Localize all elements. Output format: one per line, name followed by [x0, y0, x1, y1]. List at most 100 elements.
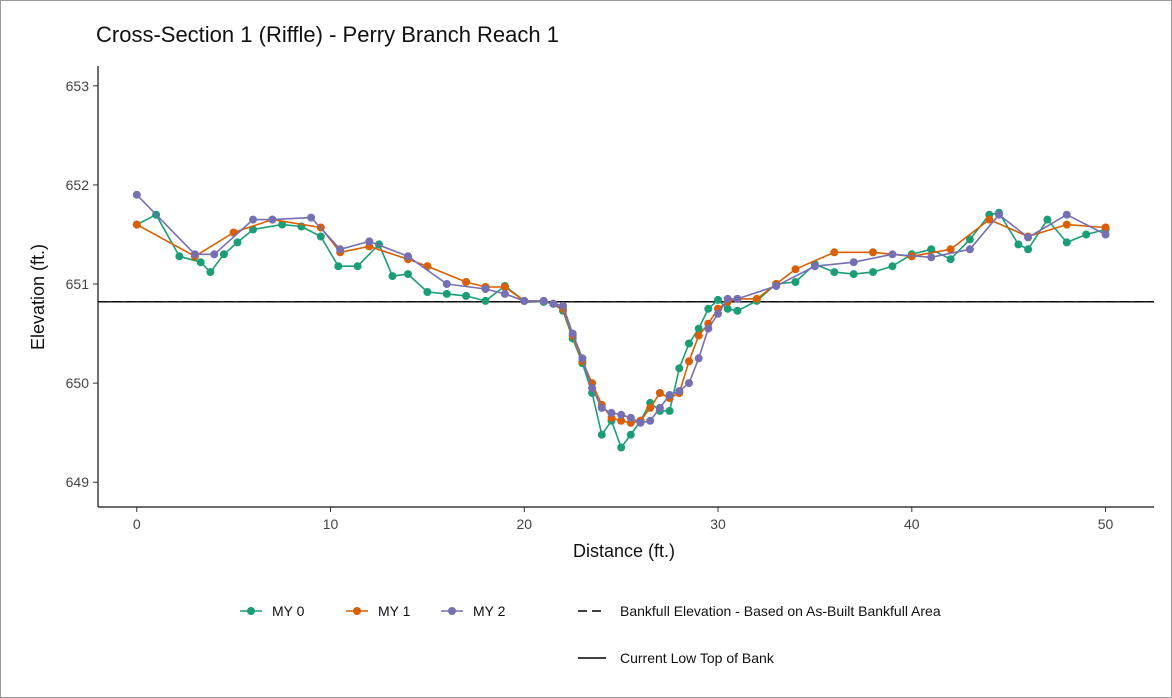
data-point-my0	[1082, 230, 1091, 239]
data-point-my0	[791, 278, 800, 286]
data-point-my0	[694, 324, 703, 333]
data-point-my0	[685, 339, 693, 348]
data-point-my2	[927, 253, 936, 262]
data-point-my0	[423, 288, 432, 296]
data-point-my1	[830, 248, 839, 257]
data-point-my1	[655, 389, 664, 397]
data-point-my0	[1014, 240, 1023, 249]
data-point-my2	[210, 250, 219, 259]
data-point-my2	[694, 354, 703, 363]
data-point-my0	[733, 306, 742, 315]
legend-label-bankfull: Bankfull Elevation - Based on As-Built B…	[620, 603, 941, 619]
data-point-my2	[1062, 210, 1071, 219]
data-point-my0	[1024, 245, 1033, 254]
data-point-my2	[626, 413, 635, 422]
data-point-my1	[685, 357, 693, 366]
data-point-my1	[869, 248, 877, 257]
data-point-my2	[733, 294, 742, 303]
data-point-my1	[646, 403, 655, 412]
data-point-my0	[714, 295, 722, 304]
series-line-my2	[136, 194, 1106, 424]
data-point-my0	[723, 304, 732, 313]
data-point-my0	[869, 268, 877, 277]
data-point-my0	[965, 235, 974, 244]
chart-title: Cross-Section 1 (Riffle) - Perry Branch …	[96, 22, 559, 47]
data-point-my0	[442, 289, 451, 298]
legend-marker-my2	[448, 607, 456, 615]
data-point-my2	[559, 301, 567, 310]
data-point-my1	[1062, 220, 1071, 229]
x-tick-label: 0	[133, 516, 141, 532]
data-point-my0	[1043, 215, 1052, 224]
data-point-my0	[597, 430, 606, 439]
y-tick-label: 652	[66, 177, 90, 193]
data-point-my1	[462, 278, 471, 286]
legend-label-my2: MY 2	[473, 603, 506, 619]
data-point-my2	[578, 354, 587, 363]
data-point-my0	[278, 220, 287, 229]
data-point-my1	[617, 416, 626, 425]
legend-label-my0: MY 0	[272, 603, 305, 619]
data-point-my2	[995, 210, 1003, 219]
data-point-my2	[675, 387, 684, 396]
data-point-my2	[365, 237, 374, 246]
data-point-my2	[1101, 230, 1110, 239]
data-point-my0	[888, 262, 897, 271]
data-point-my2	[404, 252, 412, 261]
data-point-my2	[307, 213, 316, 222]
data-point-my2	[607, 408, 616, 417]
data-point-my0	[175, 252, 184, 261]
y-tick-label: 649	[66, 474, 90, 490]
data-point-my1	[694, 331, 703, 340]
data-point-my2	[723, 294, 732, 303]
data-point-my2	[549, 299, 558, 308]
data-point-my2	[268, 215, 277, 224]
legend-label-my1: MY 1	[378, 603, 411, 619]
legend-label-low-top-of-bank: Current Low Top of Bank	[620, 650, 775, 666]
data-point-my1	[1101, 223, 1110, 232]
data-point-my1	[791, 265, 800, 274]
legend-marker-my1	[353, 607, 361, 615]
y-tick-label: 653	[66, 78, 90, 94]
data-point-my2	[1024, 233, 1033, 242]
data-point-my0	[675, 364, 684, 373]
x-axis-title: Distance (ft.)	[573, 541, 675, 561]
data-point-my0	[927, 245, 936, 254]
data-point-my1	[752, 294, 761, 303]
data-point-my2	[655, 403, 664, 412]
legend: MY 0 MY 1 MY 2 Bankfull Elevation - Based o…	[240, 603, 941, 666]
data-point-my1	[946, 245, 955, 254]
data-point-my2	[636, 418, 645, 427]
x-tick-label: 20	[516, 516, 532, 532]
data-point-my2	[888, 250, 897, 259]
x-tick-label: 10	[323, 516, 339, 532]
x-tick-label: 50	[1098, 516, 1114, 532]
data-point-my2	[190, 250, 199, 259]
data-point-my0	[665, 406, 674, 415]
data-point-my0	[462, 291, 471, 300]
data-point-my0	[626, 430, 635, 439]
data-point-my0	[388, 272, 397, 281]
data-point-my2	[646, 416, 655, 425]
data-point-my0	[334, 262, 343, 271]
data-point-my0	[849, 270, 858, 279]
data-point-my1	[500, 283, 509, 291]
data-point-my2	[481, 285, 490, 293]
data-point-my2	[849, 258, 858, 267]
legend-marker-my0	[247, 607, 255, 615]
data-point-my2	[132, 190, 141, 199]
data-point-my0	[353, 262, 362, 271]
data-point-my0	[704, 304, 713, 313]
data-point-my2	[685, 379, 693, 388]
data-point-my2	[568, 329, 577, 338]
y-tick-label: 650	[66, 375, 90, 391]
data-point-my2	[772, 282, 781, 290]
data-point-my2	[617, 410, 626, 419]
x-tick-label: 30	[710, 516, 726, 532]
y-axis-title: Elevation (ft.)	[28, 244, 48, 350]
data-point-my2	[665, 391, 674, 399]
data-point-my0	[233, 238, 242, 247]
data-point-my2	[704, 324, 713, 333]
data-point-my0	[316, 232, 325, 241]
